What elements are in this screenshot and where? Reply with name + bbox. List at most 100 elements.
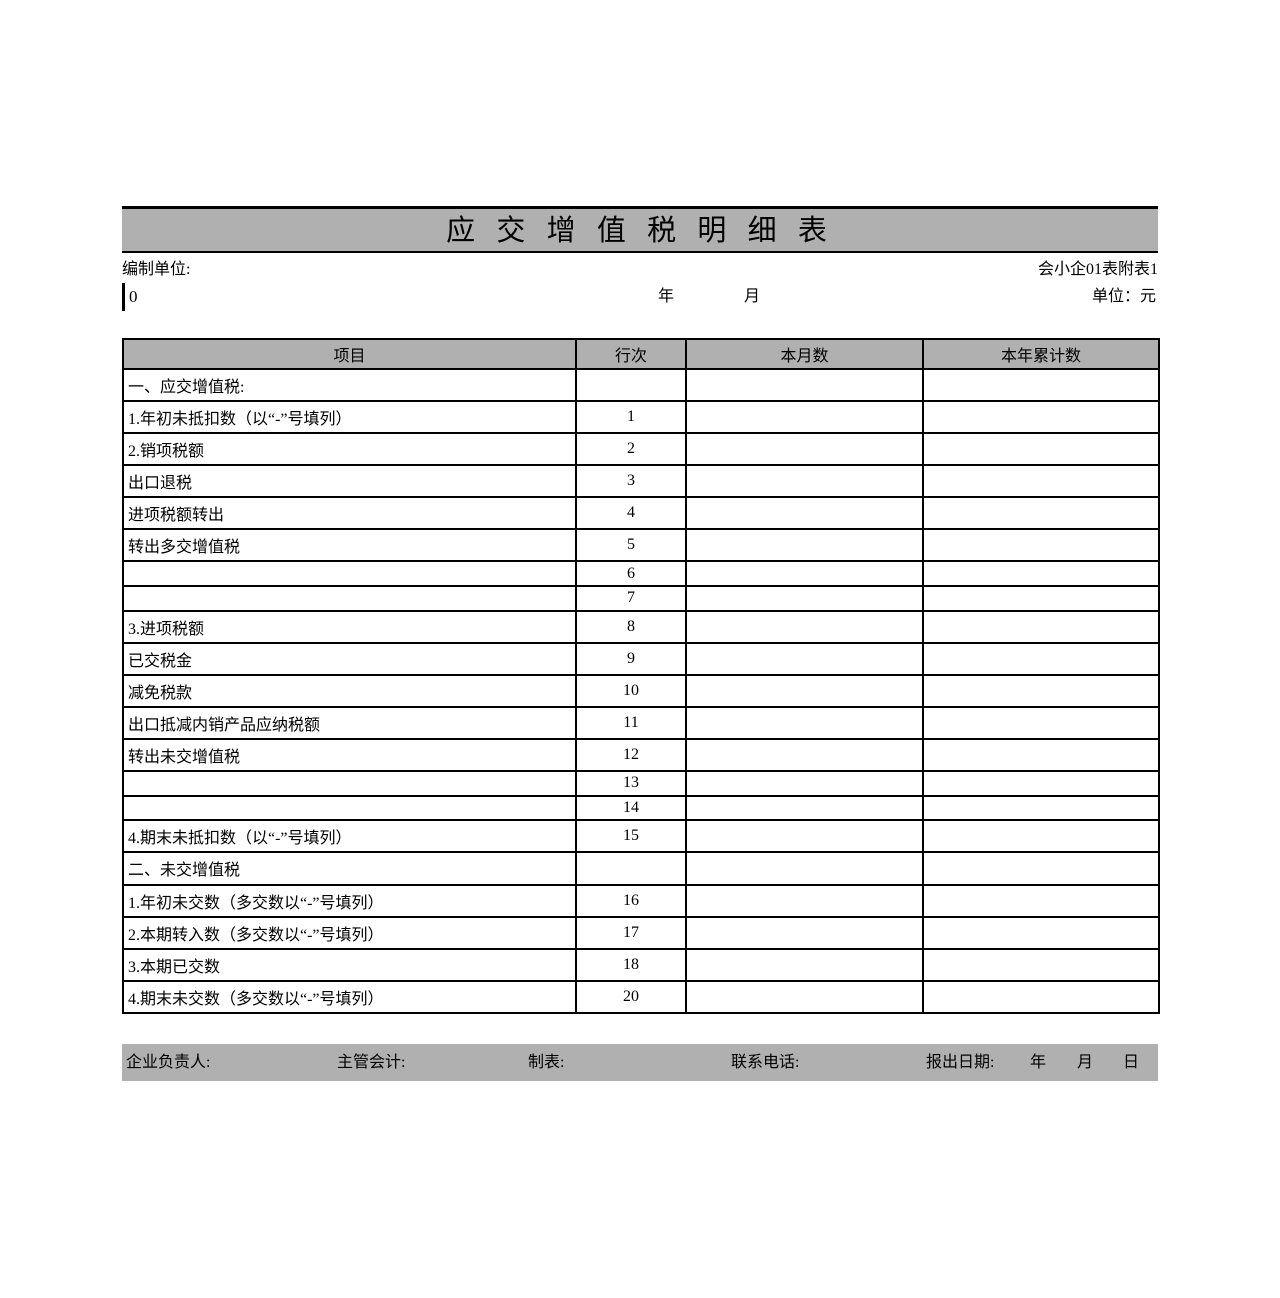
ytd-value-cell[interactable] <box>922 464 1160 499</box>
line-cell: 2 <box>575 432 687 467</box>
line-cell: 9 <box>575 641 687 676</box>
table-row: 6 <box>122 560 1160 588</box>
ytd-value-cell[interactable] <box>922 883 1160 918</box>
item-cell <box>122 560 577 588</box>
item-cell <box>122 770 577 797</box>
table-row: 7 <box>122 585 1160 612</box>
ytd-value-cell[interactable] <box>922 915 1160 950</box>
item-cell: 一、应交增值税: <box>122 367 577 403</box>
table-row: 出口抵减内销产品应纳税额 11 <box>122 705 1160 740</box>
ytd-value-cell[interactable] <box>922 367 1160 403</box>
item-cell: 转出未交增值税 <box>122 737 577 773</box>
report-day-label: 日 <box>1123 1054 1140 1071</box>
line-cell: 15 <box>575 819 687 854</box>
month-value-cell[interactable] <box>685 673 924 708</box>
line-cell: 8 <box>575 609 687 644</box>
line-cell: 4 <box>575 496 687 531</box>
form-code-label: 会小企01表附表1 <box>1037 261 1158 278</box>
col-header-item: 项目 <box>122 338 577 370</box>
ytd-value-cell[interactable] <box>922 528 1160 563</box>
line-cell: 20 <box>575 979 687 1015</box>
month-value-cell[interactable] <box>685 432 924 467</box>
item-cell: 3.进项税额 <box>122 609 577 644</box>
month-value-cell[interactable] <box>685 819 924 854</box>
phone-label: 联系电话: <box>731 1054 800 1071</box>
prepared-by-label: 编制单位: <box>122 261 191 278</box>
principal-label: 企业负责人: <box>126 1054 211 1071</box>
year-blank-label: 年 <box>658 288 675 305</box>
item-cell <box>122 794 577 822</box>
month-value-cell[interactable] <box>685 883 924 918</box>
ytd-value-cell[interactable] <box>922 819 1160 854</box>
month-value-cell[interactable] <box>685 367 924 403</box>
report-date-label: 报出日期: <box>926 1054 995 1071</box>
line-cell: 1 <box>575 400 687 435</box>
ytd-value-cell[interactable] <box>922 979 1160 1015</box>
item-cell: 减免税款 <box>122 673 577 708</box>
table-row: 2.本期转入数（多交数以“-”号填列） 17 <box>122 915 1160 950</box>
month-value-cell[interactable] <box>685 851 924 886</box>
month-value-cell[interactable] <box>685 947 924 982</box>
report-month-label: 月 <box>1077 1054 1094 1071</box>
table-row: 一、应交增值税: <box>122 367 1160 403</box>
ytd-value-cell[interactable] <box>922 737 1160 773</box>
line-cell: 18 <box>575 947 687 982</box>
item-cell: 2.销项税额 <box>122 432 577 467</box>
report-year-label: 年 <box>1030 1054 1047 1071</box>
ytd-value-cell[interactable] <box>922 400 1160 435</box>
line-cell: 6 <box>575 560 687 588</box>
table-row: 4.期末未抵扣数（以“-”号填列） 15 <box>122 819 1160 854</box>
month-value-cell[interactable] <box>685 641 924 676</box>
month-value-cell[interactable] <box>685 585 924 612</box>
month-value-cell[interactable] <box>685 400 924 435</box>
line-cell: 16 <box>575 883 687 918</box>
ytd-value-cell[interactable] <box>922 585 1160 612</box>
line-cell: 17 <box>575 915 687 950</box>
signature-bar: 企业负责人: 主管会计: 制表: 联系电话: 报出日期: 年 月 日 <box>122 1044 1158 1081</box>
table-row: 出口退税 3 <box>122 464 1160 499</box>
ytd-value-cell[interactable] <box>922 560 1160 588</box>
company-name-cell[interactable]: 0 <box>129 287 138 306</box>
col-header-line: 行次 <box>575 338 687 370</box>
month-value-cell[interactable] <box>685 496 924 531</box>
info-line-2: 0 年 月 单位：元 <box>122 282 1158 312</box>
ytd-value-cell[interactable] <box>922 947 1160 982</box>
month-value-cell[interactable] <box>685 705 924 740</box>
line-cell: 11 <box>575 705 687 740</box>
item-cell: 4.期末未交数（多交数以“-”号填列） <box>122 979 577 1015</box>
table-row: 3.本期已交数 18 <box>122 947 1160 982</box>
table-row: 转出多交增值税 5 <box>122 528 1160 563</box>
ytd-value-cell[interactable] <box>922 770 1160 797</box>
month-value-cell[interactable] <box>685 464 924 499</box>
preparer-label: 制表: <box>528 1054 565 1071</box>
ytd-value-cell[interactable] <box>922 432 1160 467</box>
table-row: 已交税金 9 <box>122 641 1160 676</box>
ytd-value-cell[interactable] <box>922 794 1160 822</box>
month-value-cell[interactable] <box>685 528 924 563</box>
item-cell <box>122 585 577 612</box>
month-value-cell[interactable] <box>685 770 924 797</box>
month-value-cell[interactable] <box>685 560 924 588</box>
form-title: 应 交 增 值 税 明 细 表 <box>122 206 1158 253</box>
ytd-value-cell[interactable] <box>922 609 1160 644</box>
item-cell: 1.年初未抵扣数（以“-”号填列） <box>122 400 577 435</box>
month-value-cell[interactable] <box>685 609 924 644</box>
item-cell: 已交税金 <box>122 641 577 676</box>
table-row: 1.年初未交数（多交数以“-”号填列） 16 <box>122 883 1160 918</box>
ytd-value-cell[interactable] <box>922 641 1160 676</box>
ytd-value-cell[interactable] <box>922 851 1160 886</box>
item-cell: 4.期末未抵扣数（以“-”号填列） <box>122 819 577 854</box>
ytd-value-cell[interactable] <box>922 705 1160 740</box>
ytd-value-cell[interactable] <box>922 496 1160 531</box>
month-value-cell[interactable] <box>685 794 924 822</box>
month-value-cell[interactable] <box>685 979 924 1015</box>
month-blank-label: 月 <box>744 288 761 305</box>
ytd-value-cell[interactable] <box>922 673 1160 708</box>
table-row: 1.年初未抵扣数（以“-”号填列） 1 <box>122 400 1160 435</box>
item-cell: 3.本期已交数 <box>122 947 577 982</box>
item-cell: 出口抵减内销产品应纳税额 <box>122 705 577 740</box>
item-cell: 2.本期转入数（多交数以“-”号填列） <box>122 915 577 950</box>
month-value-cell[interactable] <box>685 915 924 950</box>
month-value-cell[interactable] <box>685 737 924 773</box>
line-cell: 12 <box>575 737 687 773</box>
